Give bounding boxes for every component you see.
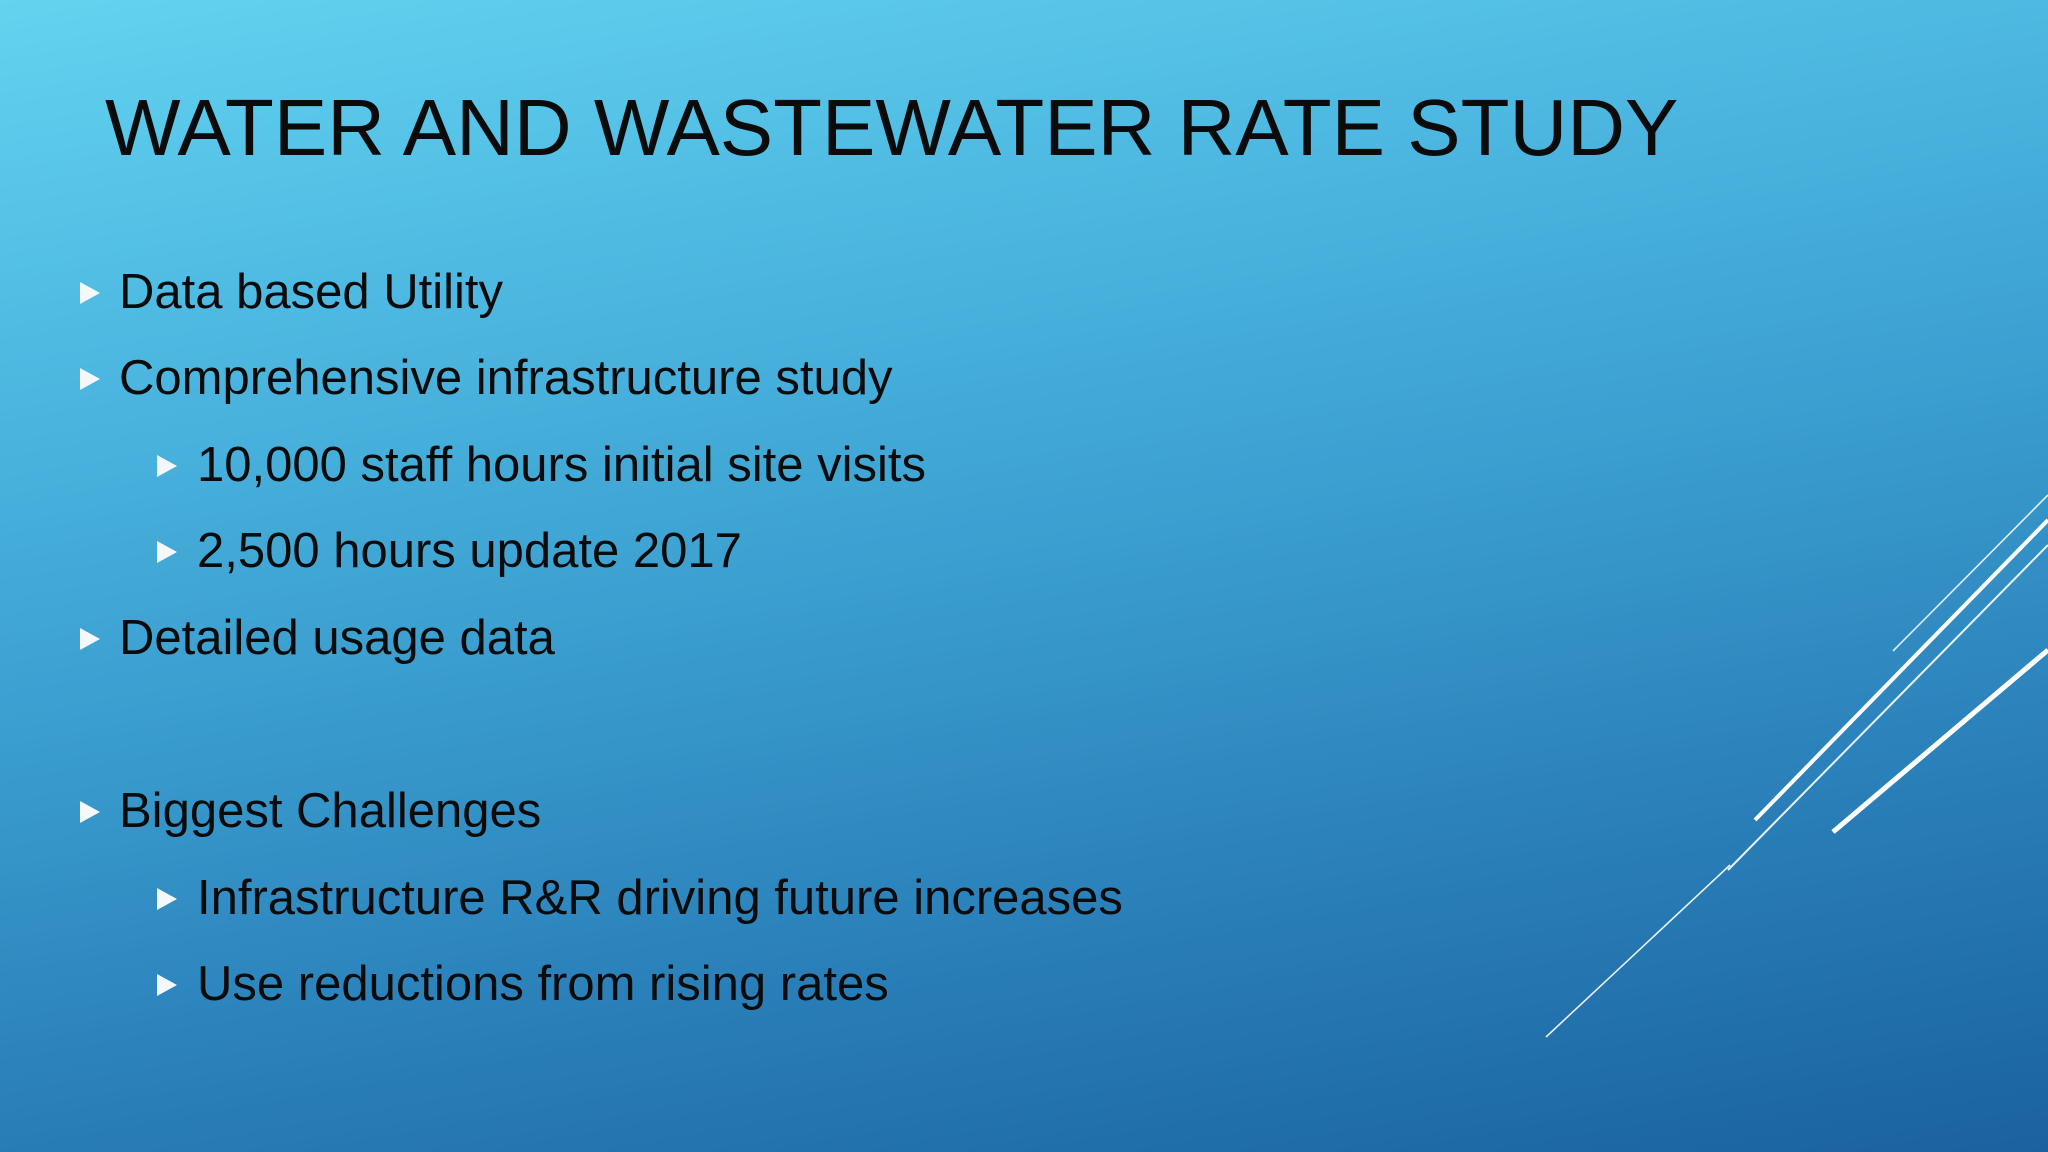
- bullet-text: Biggest Challenges: [119, 784, 542, 838]
- triangle-right-icon: [157, 454, 177, 477]
- triangle-right-icon: [80, 627, 100, 650]
- sub-bullet-item: 2,500 hours update 2017: [157, 527, 742, 576]
- bullet-text: Use reductions from rising rates: [197, 957, 889, 1011]
- bullet-text: Detailed usage data: [119, 611, 555, 665]
- deco-line: [1753, 518, 2048, 822]
- sub-bullet-item: Infrastructure R&R driving future increa…: [157, 874, 1123, 923]
- bullet-item: Data based Utility: [80, 268, 503, 317]
- deco-line: [1892, 494, 2048, 652]
- deco-line: [1545, 864, 1731, 1038]
- bullet-text: Infrastructure R&R driving future increa…: [197, 871, 1123, 925]
- bullet-text: Comprehensive infrastructure study: [119, 351, 893, 405]
- triangle-right-icon: [157, 973, 177, 996]
- bullet-list: Data based Utility Comprehensive infrast…: [80, 268, 1123, 1009]
- triangle-right-icon: [80, 367, 100, 390]
- deco-line: [1831, 648, 2048, 834]
- bullet-text: 10,000 staff hours initial site visits: [197, 438, 927, 492]
- sub-bullet-item: 10,000 staff hours initial site visits: [157, 441, 926, 490]
- bullet-text: Data based Utility: [119, 265, 504, 319]
- triangle-right-icon: [80, 281, 100, 304]
- triangle-right-icon: [80, 800, 100, 823]
- slide-title: WATER AND WASTEWATER RATE STUDY: [105, 83, 1679, 172]
- sub-bullet-item: Use reductions from rising rates: [157, 960, 889, 1009]
- bullet-item: Biggest Challenges: [80, 787, 541, 836]
- bullet-item: Comprehensive infrastructure study: [80, 354, 892, 403]
- triangle-right-icon: [157, 540, 177, 563]
- bullet-text: 2,500 hours update 2017: [197, 524, 742, 578]
- deco-line: [1727, 544, 2048, 871]
- triangle-right-icon: [157, 887, 177, 910]
- bullet-item: Detailed usage data: [80, 614, 555, 663]
